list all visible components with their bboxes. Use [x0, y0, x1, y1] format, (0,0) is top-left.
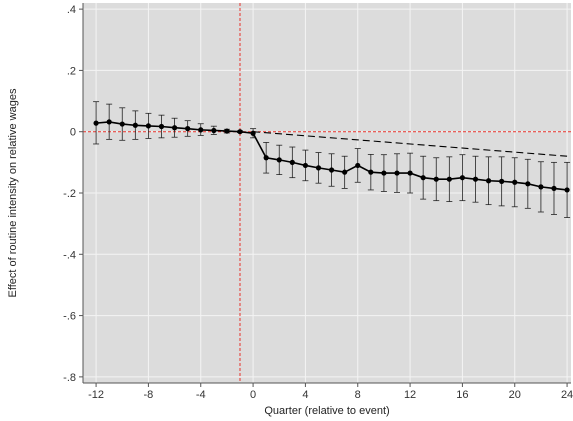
data-point: [538, 184, 544, 190]
data-point: [381, 170, 387, 176]
y-axis-ticks: .4 .2 0 -.2 -.4 -.6 -.8: [63, 4, 83, 384]
data-point: [499, 178, 505, 184]
x-tick-label: 8: [355, 389, 361, 401]
data-point: [237, 129, 243, 135]
x-axis-ticks: -12 -8 -4 0 4 8 12 16 20 24: [88, 383, 573, 401]
data-point: [355, 162, 361, 169]
trend-line: [253, 131, 568, 157]
data-point: [512, 179, 518, 185]
x-tick-label: 16: [456, 389, 468, 401]
data-point: [459, 175, 466, 181]
y-tick-label: -.8: [63, 372, 76, 384]
data-point: [407, 170, 413, 176]
data-point: [132, 122, 138, 128]
data-point: [119, 121, 125, 127]
y-tick-label: -.2: [63, 188, 76, 200]
x-tick-label: 0: [250, 389, 256, 401]
data-point: [420, 175, 426, 181]
x-axis-label: Quarter (relative to event): [264, 405, 389, 417]
data-point: [224, 128, 230, 134]
data-point: [250, 130, 256, 136]
data-point: [185, 126, 191, 132]
trend-line-group: [253, 131, 568, 157]
reference-lines: [83, 3, 571, 383]
data-point: [485, 178, 492, 184]
data-point: [263, 155, 269, 161]
data-point: [106, 119, 112, 125]
data-point: [551, 185, 557, 192]
data-point: [211, 127, 217, 134]
data-point: [564, 187, 570, 193]
x-tick-label: 4: [302, 389, 308, 401]
data-point: [145, 123, 152, 129]
data-point: [525, 181, 531, 187]
data-point: [171, 125, 178, 131]
y-tick-label: 0: [70, 127, 76, 139]
data-point: [342, 169, 348, 175]
data-point: [93, 120, 99, 126]
data-point: [158, 123, 165, 130]
x-tick-label: 12: [404, 389, 416, 401]
data-point: [433, 176, 439, 182]
coefficient-points: [93, 119, 570, 193]
data-point: [446, 176, 452, 182]
x-tick-label: -8: [144, 389, 154, 401]
x-tick-label: -4: [196, 389, 206, 401]
y-tick-label: .2: [67, 65, 76, 77]
y-tick-label: -.4: [63, 249, 76, 261]
x-tick-label: 20: [509, 389, 521, 401]
x-tick-label: -12: [88, 389, 104, 401]
data-point: [315, 165, 322, 171]
data-point: [289, 159, 295, 165]
data-point: [368, 169, 374, 175]
x-tick-label: 24: [561, 389, 573, 401]
data-point: [198, 127, 204, 133]
y-tick-label: .4: [67, 4, 76, 16]
data-point: [302, 162, 309, 169]
data-point: [328, 167, 335, 173]
y-tick-label: -.6: [63, 311, 76, 323]
data-point: [472, 176, 479, 182]
data-point: [394, 170, 400, 176]
y-axis-label: Effect of routine intensity on relative …: [7, 88, 19, 297]
data-point: [276, 157, 282, 163]
